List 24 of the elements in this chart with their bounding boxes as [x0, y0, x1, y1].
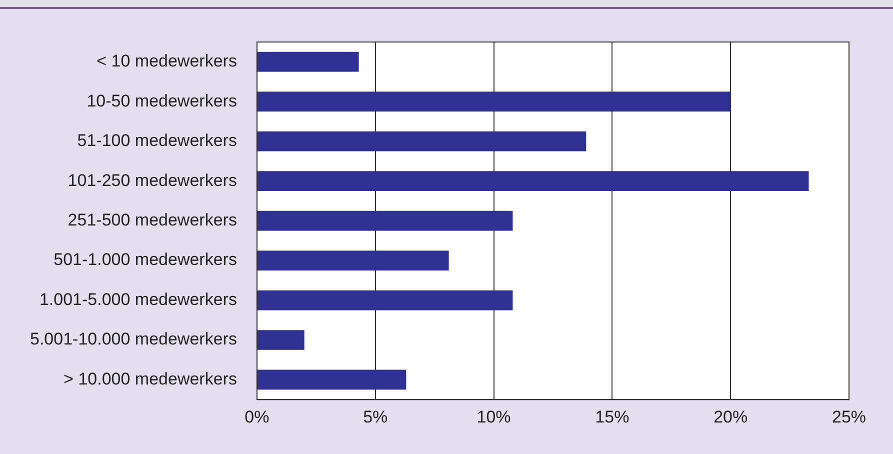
y-tick-label: < 10 medewerkers [96, 52, 237, 71]
y-tick-label: 5.001-10.000 medewerkers [30, 330, 237, 349]
x-tick-label: 15% [595, 407, 630, 426]
bar [257, 210, 513, 231]
x-tick-label: 0% [244, 407, 270, 426]
y-tick-label: 10-50 medewerkers [86, 91, 237, 110]
y-tick-label: 51-100 medewerkers [77, 131, 237, 150]
x-tick-label: 25% [832, 407, 866, 426]
bar [257, 52, 359, 72]
y-tick-label: 1.001-5.000 medewerkers [39, 290, 237, 309]
bar [257, 92, 731, 112]
y-tick-label: 501-1.000 medewerkers [54, 250, 237, 270]
bar [257, 250, 449, 270]
bar [257, 330, 304, 350]
y-tick-label: > 10.000 medewerkers [64, 369, 237, 388]
bar [257, 131, 586, 152]
y-tick-label: 101-250 medewerkers [68, 170, 237, 190]
x-tick-label: 10% [476, 407, 511, 426]
x-tick-label: 5% [363, 407, 388, 426]
bar [257, 171, 809, 191]
bar [257, 290, 513, 310]
bar [257, 370, 406, 390]
x-tick-label: 20% [714, 407, 748, 426]
y-tick-label: 251-500 medewerkers [68, 210, 237, 230]
